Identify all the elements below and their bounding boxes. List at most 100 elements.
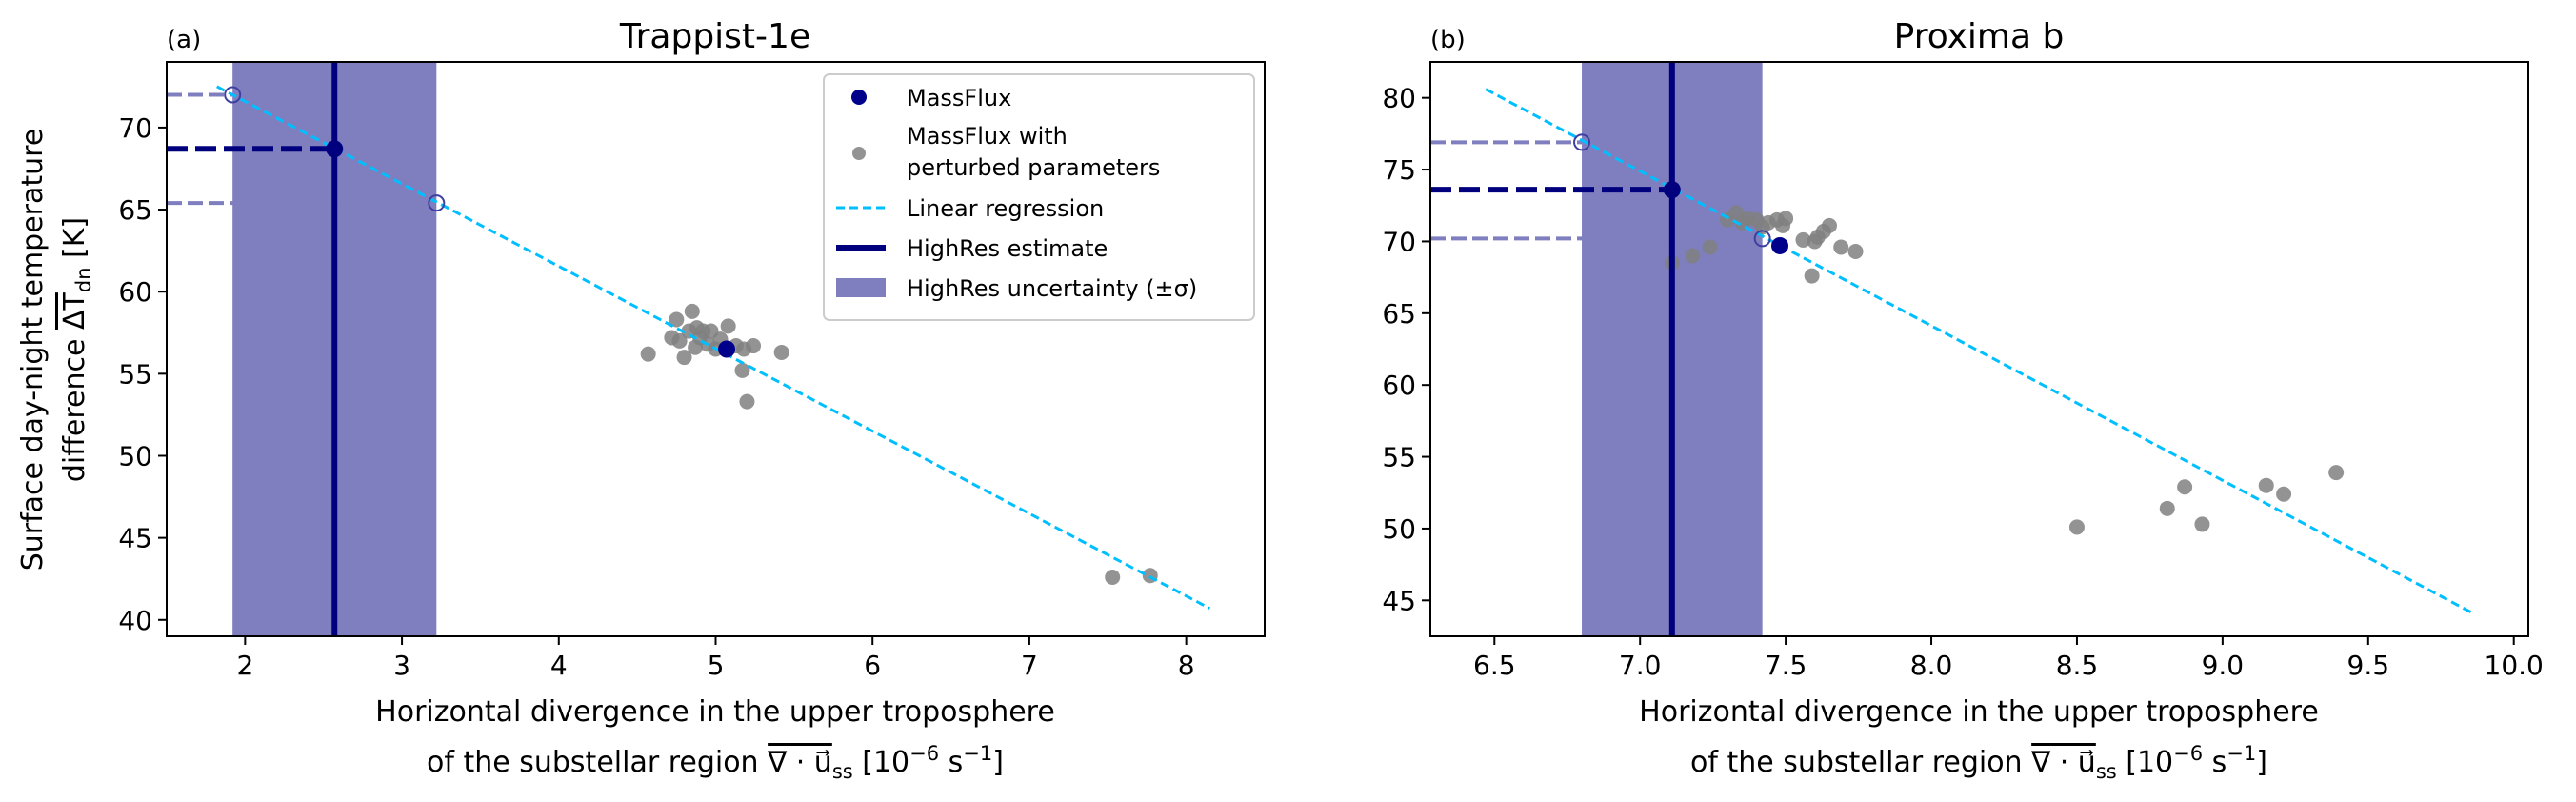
- y-axis-label: Surface day-night temperature difference…: [16, 129, 95, 571]
- y-tick-label-b-5: 70: [1382, 226, 1416, 257]
- x-axis-label-b-exp1: −6: [2173, 742, 2203, 765]
- x-axis-label-b-exp2: −1: [2227, 742, 2256, 765]
- perturbed-point-a-15: [720, 318, 736, 334]
- y-tick-label-a-5: 65: [118, 194, 152, 226]
- title-trappist-1e: Trappist-1e: [619, 17, 810, 56]
- y-axis-label-line2: difference ΔTdn [K]: [58, 217, 95, 482]
- legend-marker-perturbed: [852, 147, 866, 160]
- y-tick-label-a-2: 50: [118, 440, 152, 471]
- legend-label-massflux: MassFlux: [907, 85, 1011, 111]
- x-ticks-a: 2 3 4 5 6 7 8: [236, 636, 1195, 681]
- x-axis-label-b: Horizontal divergence in the upper tropo…: [1639, 695, 2319, 783]
- y-axis-label-sub: dn: [72, 267, 95, 292]
- y-tick-label-a-6: 70: [118, 112, 152, 144]
- x-axis-label-a-line1: Horizontal divergence in the upper tropo…: [375, 695, 1055, 729]
- legend-patch-uncertainty: [836, 278, 886, 297]
- legend-frame: [823, 73, 1255, 321]
- perturbed-point-b-24: [2194, 516, 2210, 532]
- perturbed-point-a-3: [671, 332, 688, 349]
- x-axis-label-a-symbol: ∇ · u⃗: [767, 746, 832, 779]
- x-tick-label-a-2: 4: [550, 650, 568, 681]
- x-axis-label-a-units2: s: [939, 746, 963, 779]
- perturbed-point-b-2: [1702, 239, 1718, 255]
- regression-line-a: [216, 85, 1211, 611]
- x-axis-label-b-prefix: of the substellar region: [1690, 746, 2031, 779]
- legend-label-uncertainty: HighRes uncertainty (±σ): [907, 275, 1197, 302]
- legend-marker-massflux: [851, 90, 867, 105]
- y-tick-label-a-1: 45: [118, 523, 152, 554]
- x-axis-label-a-exp2: −1: [963, 742, 992, 765]
- legend: MassFlux MassFlux with perturbed paramet…: [823, 73, 1255, 321]
- legend-label-regression: Linear regression: [907, 195, 1104, 222]
- y-tick-label-b-7: 80: [1382, 83, 1416, 114]
- sigma-upper-marker-b: [1573, 133, 1591, 151]
- x-tick-label-b-4: 8.5: [2056, 650, 2099, 681]
- massflux-point-a: [718, 340, 736, 358]
- perturbed-point-b-22: [2159, 500, 2175, 516]
- y-tick-label-b-2: 55: [1382, 442, 1416, 473]
- y-tick-label-b-1: 50: [1382, 513, 1416, 545]
- y-axis-label-symbol: ΔT: [58, 291, 91, 330]
- x-tick-label-b-3: 8.0: [1910, 650, 1953, 681]
- highres-point-a: [326, 140, 344, 158]
- legend-label-perturbed-1: MassFlux with: [907, 123, 1068, 150]
- perturbed-point-b-14: [1804, 268, 1820, 284]
- sigma-lower-marker-a: [428, 194, 446, 212]
- x-tick-label-b-1: 7.0: [1619, 650, 1662, 681]
- x-axis-label-a-prefix: of the substellar region: [427, 746, 768, 779]
- perturbed-point-b-27: [2328, 465, 2345, 481]
- x-tick-label-b-0: 6.5: [1473, 650, 1516, 681]
- perturbed-point-b-26: [2276, 486, 2292, 502]
- axes-frame-b: [1429, 61, 2529, 637]
- perturbed-point-a-20: [746, 338, 762, 354]
- x-tick-label-a-5: 7: [1021, 650, 1038, 681]
- panel-proxima-b: (b) Proxima b 6.5 7.0 7.5 8.0 8.5 9.0 9.5 10.0 …: [1382, 17, 2544, 681]
- perturbed-point-a-6: [684, 303, 700, 319]
- x-axis-label-a-units3: ]: [992, 746, 1004, 779]
- x-axis-label-a-exp1: −6: [909, 742, 939, 765]
- perturbed-point-a-19: [739, 393, 755, 410]
- y-tick-label-b-3: 60: [1382, 370, 1416, 401]
- x-axis-label-a: Horizontal divergence in the upper tropo…: [375, 695, 1055, 783]
- panel-label-a: (a): [167, 26, 201, 54]
- y-tick-label-a-4: 60: [118, 276, 152, 308]
- perturbed-point-a-21: [773, 344, 789, 360]
- y-tick-label-b-4: 65: [1382, 298, 1416, 330]
- x-ticks-b: 6.5 7.0 7.5 8.0 8.5 9.0 9.5 10.0: [1473, 636, 2544, 681]
- y-tick-label-a-0: 40: [118, 605, 152, 636]
- sigma-upper-marker-a: [224, 86, 242, 104]
- y-tick-label-b-6: 75: [1382, 154, 1416, 186]
- y-ticks-a: 40 45 50 55 60 65 70: [118, 112, 167, 636]
- y-ticks-b: 45 50 55 60 65 70 75 80: [1382, 83, 1430, 616]
- x-axis-label-b-line1: Horizontal divergence in the upper tropo…: [1639, 695, 2319, 729]
- perturbed-point-a-0: [640, 346, 656, 362]
- y-axis-label-prefix: difference: [58, 330, 91, 482]
- sigma-lower-marker-b: [1753, 230, 1771, 248]
- perturbed-point-a-17: [734, 362, 750, 378]
- x-tick-label-a-0: 2: [236, 650, 253, 681]
- perturbed-point-b-20: [1847, 243, 1864, 259]
- y-axis-label-units: [K]: [58, 217, 91, 268]
- title-proxima-b: Proxima b: [1894, 17, 2065, 56]
- x-axis-label-a-line2: of the substellar region ∇ · u⃗ss [10−6 …: [427, 742, 1004, 783]
- perturbed-point-b-1: [1685, 248, 1701, 264]
- x-axis-label-b-units1: [10: [2117, 746, 2173, 779]
- x-tick-label-a-3: 5: [708, 650, 725, 681]
- x-axis-label-a-units1: [10: [853, 746, 909, 779]
- perturbed-point-b-13: [1795, 231, 1811, 248]
- y-tick-label-a-3: 55: [118, 358, 152, 390]
- x-tick-label-a-1: 3: [393, 650, 410, 681]
- perturbed-point-b-19: [1833, 239, 1849, 255]
- perturbed-point-b-25: [2258, 477, 2274, 493]
- perturbed-point-b-18: [1821, 217, 1837, 233]
- x-axis-label-b-units2: s: [2203, 746, 2227, 779]
- x-axis-label-b-symbol: ∇ · u⃗: [2030, 746, 2096, 779]
- panel-label-b: (b): [1430, 26, 1466, 54]
- perturbed-point-b-21: [2068, 519, 2085, 535]
- x-tick-label-b-6: 9.5: [2347, 650, 2390, 681]
- plot-area-a: [167, 62, 1211, 636]
- x-axis-label-a-sub: ss: [832, 760, 853, 783]
- massflux-point-b: [1771, 236, 1789, 254]
